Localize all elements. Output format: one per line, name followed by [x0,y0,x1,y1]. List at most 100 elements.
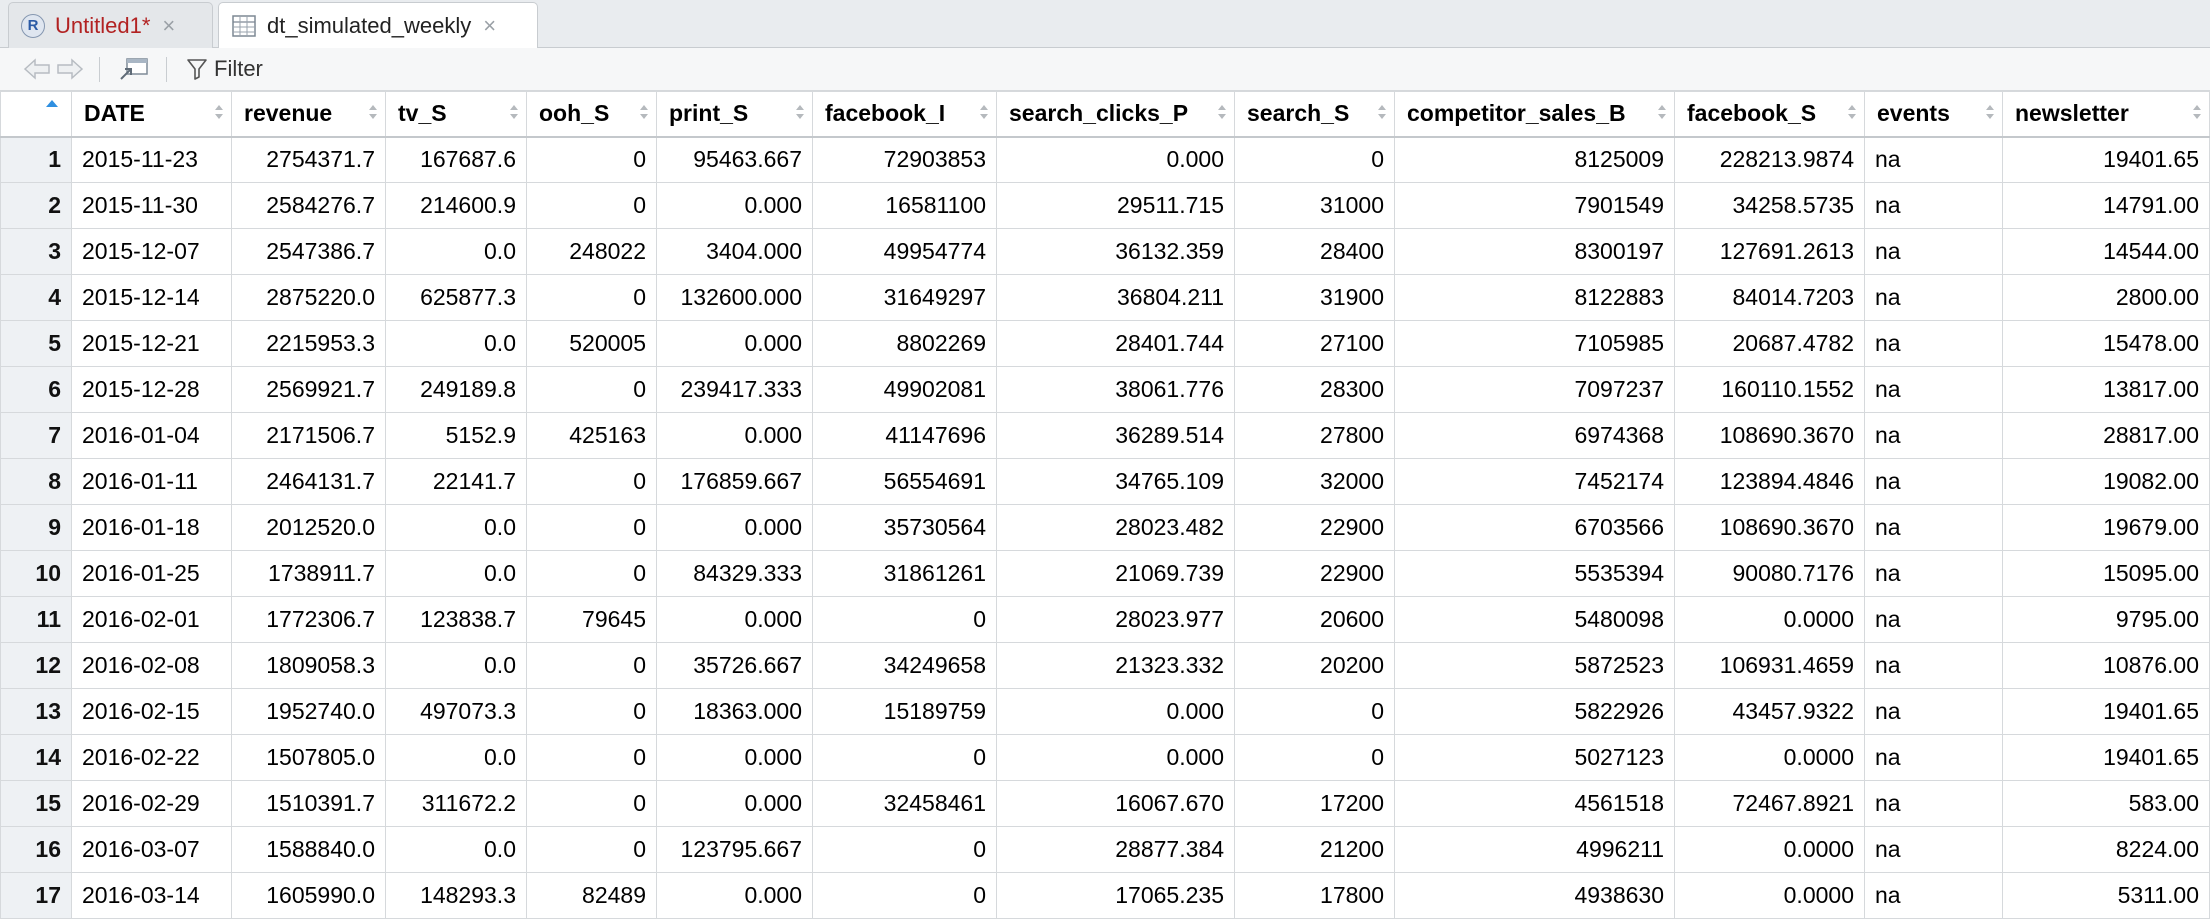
column-header-search-clicks-p[interactable]: search_clicks_P [996,91,1235,138]
cell-newsletter[interactable]: 19679.00 [2002,504,2210,551]
cell-print-s[interactable]: 176859.667 [656,458,813,505]
cell-revenue[interactable]: 1510391.7 [231,780,386,827]
cell-facebook-s[interactable]: 0.0000 [1674,734,1865,781]
cell-tv-s[interactable]: 311672.2 [385,780,527,827]
cell-print-s[interactable]: 35726.667 [656,642,813,689]
cell-search-clicks-p[interactable]: 0.000 [996,136,1235,183]
cell-facebook-i[interactable]: 49954774 [812,228,997,275]
cell-facebook-s[interactable]: 0.0000 [1674,872,1865,919]
cell-date[interactable]: 2016-02-22 [71,734,232,781]
sort-toggle-icon[interactable] [1848,101,1856,123]
cell-revenue[interactable]: 1738911.7 [231,550,386,597]
cell-ooh-s[interactable]: 0 [526,734,657,781]
cell-facebook-s[interactable]: 84014.7203 [1674,274,1865,321]
cell-search-s[interactable]: 31000 [1234,182,1395,229]
cell-competitor-sales-b[interactable]: 4996211 [1394,826,1675,873]
cell-tv-s[interactable]: 0.0 [385,320,527,367]
cell-print-s[interactable]: 84329.333 [656,550,813,597]
cell-events[interactable]: na [1864,366,2003,413]
table-row[interactable]: 14 2016-02-22 1507805.0 0.0 0 0.000 0 0.000 0 502… [0,734,2210,781]
column-header-events[interactable]: events [1864,91,2003,138]
cell-search-s[interactable]: 31900 [1234,274,1395,321]
row-number[interactable]: 16 [0,826,72,873]
row-number[interactable]: 7 [0,412,72,459]
cell-competitor-sales-b[interactable]: 8300197 [1394,228,1675,275]
cell-facebook-s[interactable]: 127691.2613 [1674,228,1865,275]
cell-events[interactable]: na [1864,872,2003,919]
cell-facebook-i[interactable]: 8802269 [812,320,997,367]
cell-date[interactable]: 2016-02-15 [71,688,232,735]
cell-events[interactable]: na [1864,412,2003,459]
cell-facebook-i[interactable]: 35730564 [812,504,997,551]
cell-search-clicks-p[interactable]: 36132.359 [996,228,1235,275]
cell-ooh-s[interactable]: 520005 [526,320,657,367]
cell-tv-s[interactable]: 0.0 [385,642,527,689]
cell-facebook-s[interactable]: 0.0000 [1674,826,1865,873]
cell-facebook-s[interactable]: 108690.3670 [1674,504,1865,551]
column-header-newsletter[interactable]: newsletter [2002,91,2210,138]
cell-newsletter[interactable]: 10876.00 [2002,642,2210,689]
row-number[interactable]: 15 [0,780,72,827]
column-header-facebook-i[interactable]: facebook_I [812,91,997,138]
cell-print-s[interactable]: 132600.000 [656,274,813,321]
cell-search-clicks-p[interactable]: 28877.384 [996,826,1235,873]
cell-search-s[interactable]: 32000 [1234,458,1395,505]
show-in-new-window-button[interactable] [118,56,150,82]
cell-ooh-s[interactable]: 0 [526,688,657,735]
table-row[interactable]: 15 2016-02-29 1510391.7 311672.2 0 0.000 32458… [0,780,2210,827]
back-button[interactable] [22,56,52,82]
cell-ooh-s[interactable]: 248022 [526,228,657,275]
cell-print-s[interactable]: 0.000 [656,734,813,781]
cell-competitor-sales-b[interactable]: 7901549 [1394,182,1675,229]
cell-revenue[interactable]: 2584276.7 [231,182,386,229]
cell-date[interactable]: 2015-12-14 [71,274,232,321]
cell-revenue[interactable]: 1772306.7 [231,596,386,643]
cell-ooh-s[interactable]: 0 [526,642,657,689]
cell-revenue[interactable]: 2547386.7 [231,228,386,275]
cell-date[interactable]: 2016-02-01 [71,596,232,643]
cell-competitor-sales-b[interactable]: 4938630 [1394,872,1675,919]
cell-events[interactable]: na [1864,504,2003,551]
cell-search-clicks-p[interactable]: 28023.977 [996,596,1235,643]
cell-newsletter[interactable]: 5311.00 [2002,872,2210,919]
cell-newsletter[interactable]: 19401.65 [2002,136,2210,183]
cell-facebook-i[interactable]: 31649297 [812,274,997,321]
cell-revenue[interactable]: 1952740.0 [231,688,386,735]
row-number[interactable]: 5 [0,320,72,367]
cell-tv-s[interactable]: 249189.8 [385,366,527,413]
cell-facebook-i[interactable]: 31861261 [812,550,997,597]
cell-facebook-i[interactable]: 15189759 [812,688,997,735]
cell-date[interactable]: 2016-02-08 [71,642,232,689]
cell-ooh-s[interactable]: 425163 [526,412,657,459]
cell-newsletter[interactable]: 15095.00 [2002,550,2210,597]
column-header-facebook-s[interactable]: facebook_S [1674,91,1865,138]
cell-facebook-i[interactable]: 41147696 [812,412,997,459]
cell-newsletter[interactable]: 8224.00 [2002,826,2210,873]
sort-toggle-icon[interactable] [640,101,648,123]
column-header-ooh-s[interactable]: ooh_S [526,91,657,138]
cell-search-s[interactable]: 0 [1234,688,1395,735]
cell-search-s[interactable]: 28400 [1234,228,1395,275]
sort-toggle-icon[interactable] [1378,101,1386,123]
cell-search-clicks-p[interactable]: 16067.670 [996,780,1235,827]
cell-date[interactable]: 2016-01-11 [71,458,232,505]
cell-search-clicks-p[interactable]: 28023.482 [996,504,1235,551]
cell-facebook-i[interactable]: 34249658 [812,642,997,689]
cell-search-s[interactable]: 20600 [1234,596,1395,643]
table-row[interactable]: 17 2016-03-14 1605990.0 148293.3 82489 0.000 0… [0,872,2210,919]
cell-events[interactable]: na [1864,688,2003,735]
cell-ooh-s[interactable]: 0 [526,780,657,827]
table-row[interactable]: 12 2016-02-08 1809058.3 0.0 0 35726.667 342496… [0,642,2210,689]
row-number[interactable]: 6 [0,366,72,413]
column-header-date[interactable]: DATE [71,91,232,138]
cell-date[interactable]: 2015-12-28 [71,366,232,413]
tab-untitled1[interactable]: R Untitled1* × [8,2,213,48]
cell-date[interactable]: 2016-01-18 [71,504,232,551]
table-row[interactable]: 13 2016-02-15 1952740.0 497073.3 0 18363.000 1… [0,688,2210,735]
cell-search-clicks-p[interactable]: 34765.109 [996,458,1235,505]
cell-date[interactable]: 2015-12-21 [71,320,232,367]
cell-search-clicks-p[interactable]: 29511.715 [996,182,1235,229]
cell-newsletter[interactable]: 13817.00 [2002,366,2210,413]
row-number[interactable]: 10 [0,550,72,597]
cell-search-clicks-p[interactable]: 17065.235 [996,872,1235,919]
